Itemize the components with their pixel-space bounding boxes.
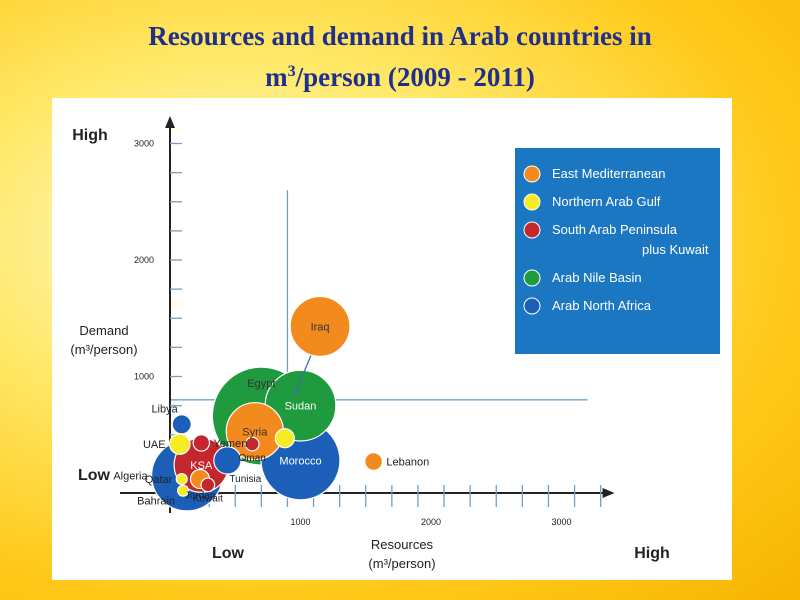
bubble-yemen xyxy=(192,434,211,452)
x-high-label: High xyxy=(634,545,670,562)
x-axis-title-line-1: Resources xyxy=(371,537,434,552)
legend-label-3: Arab Nile Basin xyxy=(552,270,642,285)
legend-swatch-3 xyxy=(523,269,541,287)
legend-swatch-0 xyxy=(523,165,541,183)
legend-label-2-line-1: South Arab Peninsula xyxy=(552,222,678,237)
x-tick-label: 3000 xyxy=(551,517,571,527)
bubble-bahrain xyxy=(177,484,190,497)
bubble-libya xyxy=(171,414,192,435)
title-line-2: m3/person (2009 - 2011) xyxy=(0,54,800,95)
point-label-lebanon: Lebanon xyxy=(386,457,429,469)
legend-swatch-4 xyxy=(523,297,541,315)
legend: East Mediterranean Northern Arab Gulf Sout… xyxy=(515,148,720,354)
iraq-pointer-head xyxy=(293,390,298,397)
point-label-uae: UAE xyxy=(143,439,166,451)
bubble-tunisia xyxy=(213,446,242,475)
legend-box xyxy=(515,148,720,354)
point-label-jordan: Jordan xyxy=(185,491,216,502)
y-tick-label: 3000 xyxy=(134,139,154,149)
x-tick-label: 2000 xyxy=(421,517,441,527)
point-label-egypt: Egypt xyxy=(247,378,275,390)
x-tick-label: 1000 xyxy=(290,517,310,527)
bubble-chart: 1000 2000 3000 1000 2000 3000 High Low Low High De… xyxy=(70,116,720,571)
title-unit: m xyxy=(265,62,288,92)
y-low-label: Low xyxy=(78,467,111,484)
point-label-yemen: Yemen xyxy=(213,438,247,450)
bubble-kuwait xyxy=(200,477,216,493)
legend-label-2-line-2: plus Kuwait xyxy=(642,242,709,257)
point-label-syria: Syria xyxy=(242,426,268,438)
legend-label-1: Northern Arab Gulf xyxy=(552,194,661,209)
point-label-algeria: Algeria xyxy=(113,471,148,483)
bubble-lebanon xyxy=(364,452,384,471)
point-label-libya: Libya xyxy=(151,403,178,415)
chart-title: Resources and demand in Arab countries i… xyxy=(0,18,800,95)
bubble-qatar xyxy=(175,472,188,486)
chart-panel: 1000 2000 3000 1000 2000 3000 High Low Low High De… xyxy=(52,98,732,580)
point-label-tunisia: Tunisia xyxy=(229,474,261,485)
y-axis-arrow xyxy=(165,116,175,129)
point-label-qatar: Qatar xyxy=(145,474,173,486)
iraq-pointer-line xyxy=(294,355,312,394)
bubble-oman-dot xyxy=(274,428,295,449)
title-line-2-rest: /person (2009 - 2011) xyxy=(295,62,535,92)
x-low-label: Low xyxy=(212,545,245,562)
title-unit-sup: 3 xyxy=(287,63,296,80)
x-axis-title-line-2: (m³/person) xyxy=(368,556,435,571)
y-high-label: High xyxy=(72,127,108,144)
x-axis-arrow xyxy=(602,488,615,498)
title-line-1: Resources and demand in Arab countries i… xyxy=(148,21,652,51)
legend-label-4: Arab North Africa xyxy=(552,298,652,313)
point-label-morocco: Morocco xyxy=(279,455,321,467)
y-tick-label: 1000 xyxy=(134,372,154,382)
point-label-sudan: Sudan xyxy=(285,401,317,413)
legend-label-0: East Mediterranean xyxy=(552,166,665,181)
point-label-bahrain: Bahrain xyxy=(137,496,175,508)
legend-swatch-1 xyxy=(523,193,541,211)
y-tick-label: 2000 xyxy=(134,255,154,265)
legend-swatch-2 xyxy=(523,221,541,239)
y-axis-title-line-1: Demand xyxy=(79,323,128,338)
bubble-iraq xyxy=(289,295,351,357)
point-label-kuwait: Kuwait xyxy=(193,494,223,505)
bubble-uae xyxy=(168,433,191,455)
bubble-oman xyxy=(244,436,260,452)
point-label-iraq: Iraq xyxy=(311,321,330,333)
point-label-ksa: KSA xyxy=(190,460,213,472)
point-label-oman: Oman xyxy=(239,453,266,464)
y-axis-title-line-2: (m³/person) xyxy=(70,342,137,357)
